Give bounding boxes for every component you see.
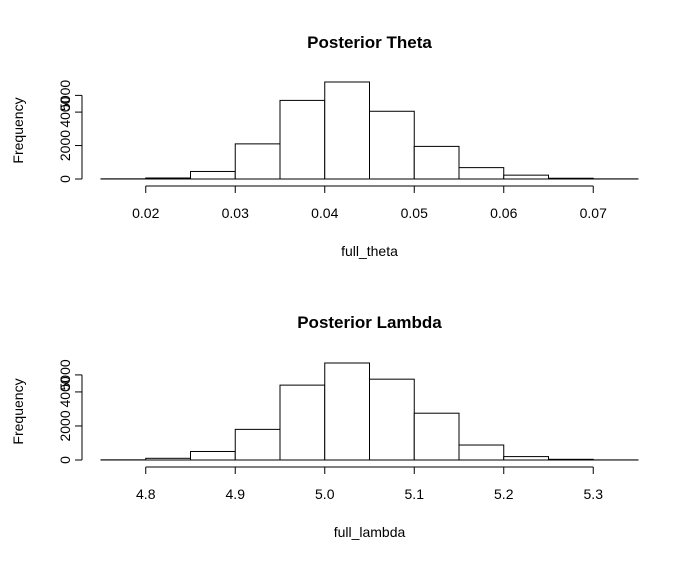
panel1-x-tick-label: 0.03 (222, 205, 249, 221)
panel1-x-tick-label: 0.05 (401, 205, 428, 221)
panel1-x-tick-label: 0.04 (311, 205, 338, 221)
panel2-bar (191, 451, 236, 460)
panel1-title: Posterior Theta (307, 33, 432, 52)
panel2-x-tick-label: 5.2 (494, 486, 514, 502)
panel1-bar (235, 144, 280, 179)
panel1-x-tick-label: 0.07 (580, 205, 607, 221)
panel1-y-tick-label: 5000 (57, 80, 73, 111)
panel2-bar (325, 363, 370, 460)
panel1-bar (370, 111, 415, 179)
panel1-bar (504, 175, 549, 179)
panel2-y-axis-label: Frequency (10, 378, 26, 444)
panel2-x-tick-label: 5.0 (315, 486, 335, 502)
panel2-y-tick-label: 5000 (57, 359, 73, 390)
panel1-bar (459, 168, 504, 179)
panel2-y-tick-label: 2000 (57, 410, 73, 441)
panel1-bar (414, 146, 459, 179)
panel2-bar (414, 413, 459, 460)
panel1-y-tick-label: 2000 (57, 130, 73, 161)
panel1-bar (191, 171, 236, 179)
panel1-y-tick-label: 0 (57, 175, 73, 183)
panel2-title: Posterior Lambda (297, 313, 442, 332)
panel1-bar (280, 100, 325, 179)
panel2-x-tick-label: 5.1 (405, 486, 425, 502)
panel2-x-axis-label: full_lambda (334, 524, 406, 540)
panel1-x-tick-label: 0.06 (490, 205, 517, 221)
panel1-bar (325, 82, 370, 179)
panel2-bar (235, 429, 280, 460)
panel1-x-axis-label: full_theta (341, 243, 398, 259)
panel2-bar (459, 445, 504, 460)
panel2-bar (370, 379, 415, 460)
panel2-x-tick-label: 4.8 (136, 486, 156, 502)
panel1-x-tick-label: 0.02 (132, 205, 159, 221)
panel1-y-axis-label: Frequency (10, 97, 26, 163)
panel2-bar (504, 457, 549, 460)
panel2-x-tick-label: 4.9 (226, 486, 246, 502)
panel2-y-tick-label: 0 (57, 456, 73, 464)
panel2-x-tick-label: 5.3 (584, 486, 604, 502)
panel2-bar (280, 385, 325, 460)
